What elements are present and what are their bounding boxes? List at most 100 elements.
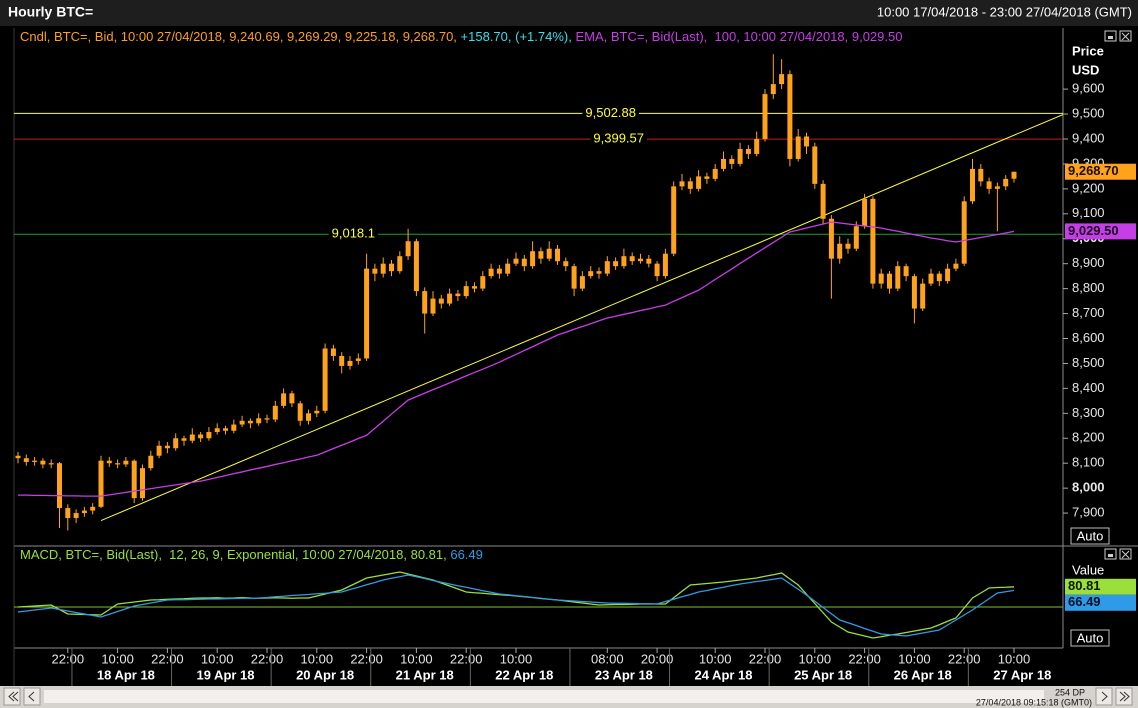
candle-body	[181, 438, 187, 441]
auto-button[interactable]	[1070, 629, 1110, 647]
x-tick-label: 10:00	[799, 651, 832, 666]
reference-label-bg	[582, 104, 639, 120]
candle-body	[804, 136, 809, 147]
value-badge-label: 9,268.70	[1068, 163, 1119, 178]
candle-body	[538, 251, 544, 259]
candle-body	[986, 181, 992, 189]
candle-body	[737, 148, 743, 164]
x-tick-label: 22:00	[251, 651, 284, 666]
candle-body	[696, 176, 702, 189]
candle-body	[654, 263, 660, 277]
candle-body	[571, 266, 577, 289]
series-line	[18, 221, 1015, 497]
time-range: 10:00 17/04/2018 - 23:00 27/04/2018 (GMT…	[877, 4, 1132, 19]
scroll-first[interactable]	[3, 687, 21, 706]
y-tick-label: 8,500	[1072, 355, 1105, 370]
axes: 7,900 8,000 8,100 8,200 8,300 8,400 8,500 8,600…	[52, 81, 1136, 686]
value-badge-label: 9,029.50	[1068, 223, 1119, 238]
x-tick-label: 10:00	[998, 651, 1031, 666]
close-button[interactable]	[1119, 548, 1132, 560]
scroll-track[interactable]	[44, 690, 1044, 703]
date-label: 22 Apr 18	[495, 667, 553, 682]
restore-button[interactable]	[1104, 30, 1117, 42]
icon	[1101, 691, 1108, 702]
x-tick-label: 22:00	[52, 651, 85, 666]
candle-body	[463, 286, 469, 297]
candle-body	[480, 276, 486, 289]
x-tick-label: 10:00	[101, 651, 134, 666]
change-legend: +158.70, (+1.74%),	[461, 29, 576, 44]
x-tick-label: 20:00	[641, 651, 674, 666]
candle-body	[123, 460, 129, 465]
auto-label: Auto	[1077, 630, 1104, 645]
signal-legend: 66.49	[450, 547, 483, 562]
candle-body	[828, 218, 834, 259]
candle-legend: Cndl, BTC=, Bid, 10:00 27/04/2018, 9,240…	[20, 29, 461, 44]
reference-label-bg	[590, 130, 647, 146]
candle-body	[15, 455, 21, 459]
trendline	[100, 114, 1063, 522]
candle-body	[264, 418, 270, 420]
candle-body	[413, 241, 419, 292]
candle-body	[994, 186, 1000, 189]
y-tick-label: 9,600	[1072, 81, 1105, 96]
restore-button[interactable]	[1104, 548, 1117, 560]
candle-body	[430, 298, 436, 314]
candle-body	[754, 138, 760, 154]
candle-body	[148, 455, 154, 469]
candle-body	[920, 283, 926, 309]
candle-body	[936, 273, 942, 282]
candle-body	[256, 418, 262, 424]
candle-body	[156, 445, 162, 456]
candle-body	[638, 258, 643, 262]
candle-body	[90, 506, 96, 511]
icon	[28, 691, 35, 702]
candle-body	[40, 460, 46, 465]
scroll-next[interactable]	[1095, 687, 1113, 706]
candle-body	[115, 463, 121, 465]
candle-body	[281, 393, 287, 406]
candle-body	[347, 360, 353, 366]
candle-body	[895, 266, 901, 289]
scroll-prev[interactable]	[23, 687, 41, 706]
x-tick-label: 22:00	[151, 651, 184, 666]
candle-body	[289, 393, 295, 404]
title-bar	[0, 0, 1138, 26]
candle-body	[588, 271, 594, 277]
candle-body	[330, 348, 336, 356]
candle-body	[239, 420, 245, 425]
x-tick-label: 22:00	[450, 651, 483, 666]
x-tick-label: 10:00	[301, 651, 334, 666]
candle-body	[646, 258, 652, 264]
candle-body	[314, 410, 320, 414]
x-tick-label: 22:00	[848, 651, 881, 666]
x-tick-label: 10:00	[201, 651, 234, 666]
close-button[interactable]	[1119, 30, 1132, 42]
date-label: 21 Apr 18	[396, 667, 454, 682]
auto-button[interactable]	[1070, 527, 1110, 545]
candle-body	[214, 428, 220, 433]
series-line	[17, 574, 1015, 637]
candle-body	[106, 460, 112, 464]
candle-body	[563, 261, 569, 267]
date-label: 19 Apr 18	[196, 667, 254, 682]
candle-body	[961, 201, 967, 264]
x-tick-label: 22:00	[948, 651, 981, 666]
candle-body	[48, 463, 54, 465]
candle-body	[787, 74, 793, 159]
candle-body	[712, 168, 718, 179]
window-buttons[interactable]	[1104, 30, 1132, 560]
candle-body	[911, 276, 917, 309]
candle-body	[878, 273, 884, 284]
candle-body	[729, 158, 735, 164]
candle-body	[530, 251, 536, 267]
y-tick-label: 9,500	[1072, 105, 1105, 120]
candle-body	[472, 286, 477, 289]
candle-body	[978, 168, 984, 182]
candle-body	[721, 158, 726, 169]
value-badge	[1065, 223, 1136, 240]
candle-body	[405, 241, 411, 257]
candle-body	[496, 268, 502, 274]
date-label: 24 Apr 18	[694, 667, 752, 682]
candle-body	[364, 268, 370, 359]
